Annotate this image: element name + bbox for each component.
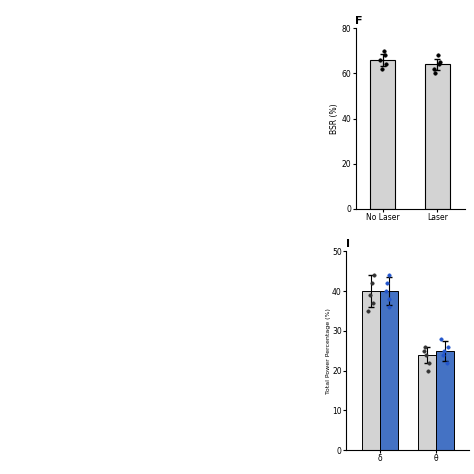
Text: I: I [346,239,350,249]
Point [385,303,392,311]
Y-axis label: Total Power Percentage (%): Total Power Percentage (%) [326,308,331,394]
Text: F: F [356,16,363,26]
Y-axis label: BSR (%): BSR (%) [330,103,339,134]
Bar [371,60,395,209]
Point [366,291,374,299]
Point [431,70,438,77]
Point [383,279,391,287]
Point [385,295,392,303]
Point [444,343,451,351]
Bar [436,351,454,450]
Bar [362,291,380,450]
Point [439,351,447,358]
Point [425,359,432,366]
Point [434,52,442,59]
Point [430,65,438,73]
Point [444,359,451,366]
Point [380,47,387,55]
Point [435,61,443,68]
Point [421,343,429,351]
Point [369,299,376,307]
Point [382,287,390,295]
Point [424,367,432,374]
Point [378,65,385,73]
Point [422,351,429,358]
Point [436,58,444,66]
Point [376,56,384,64]
Point [440,347,448,355]
Point [385,271,392,279]
Point [368,279,376,287]
Bar [425,64,449,209]
Bar [418,355,436,450]
Point [381,52,388,59]
Point [420,347,428,355]
Point [383,61,390,68]
Bar [380,291,398,450]
Point [438,335,445,343]
Point [364,307,372,315]
Point [370,271,378,279]
